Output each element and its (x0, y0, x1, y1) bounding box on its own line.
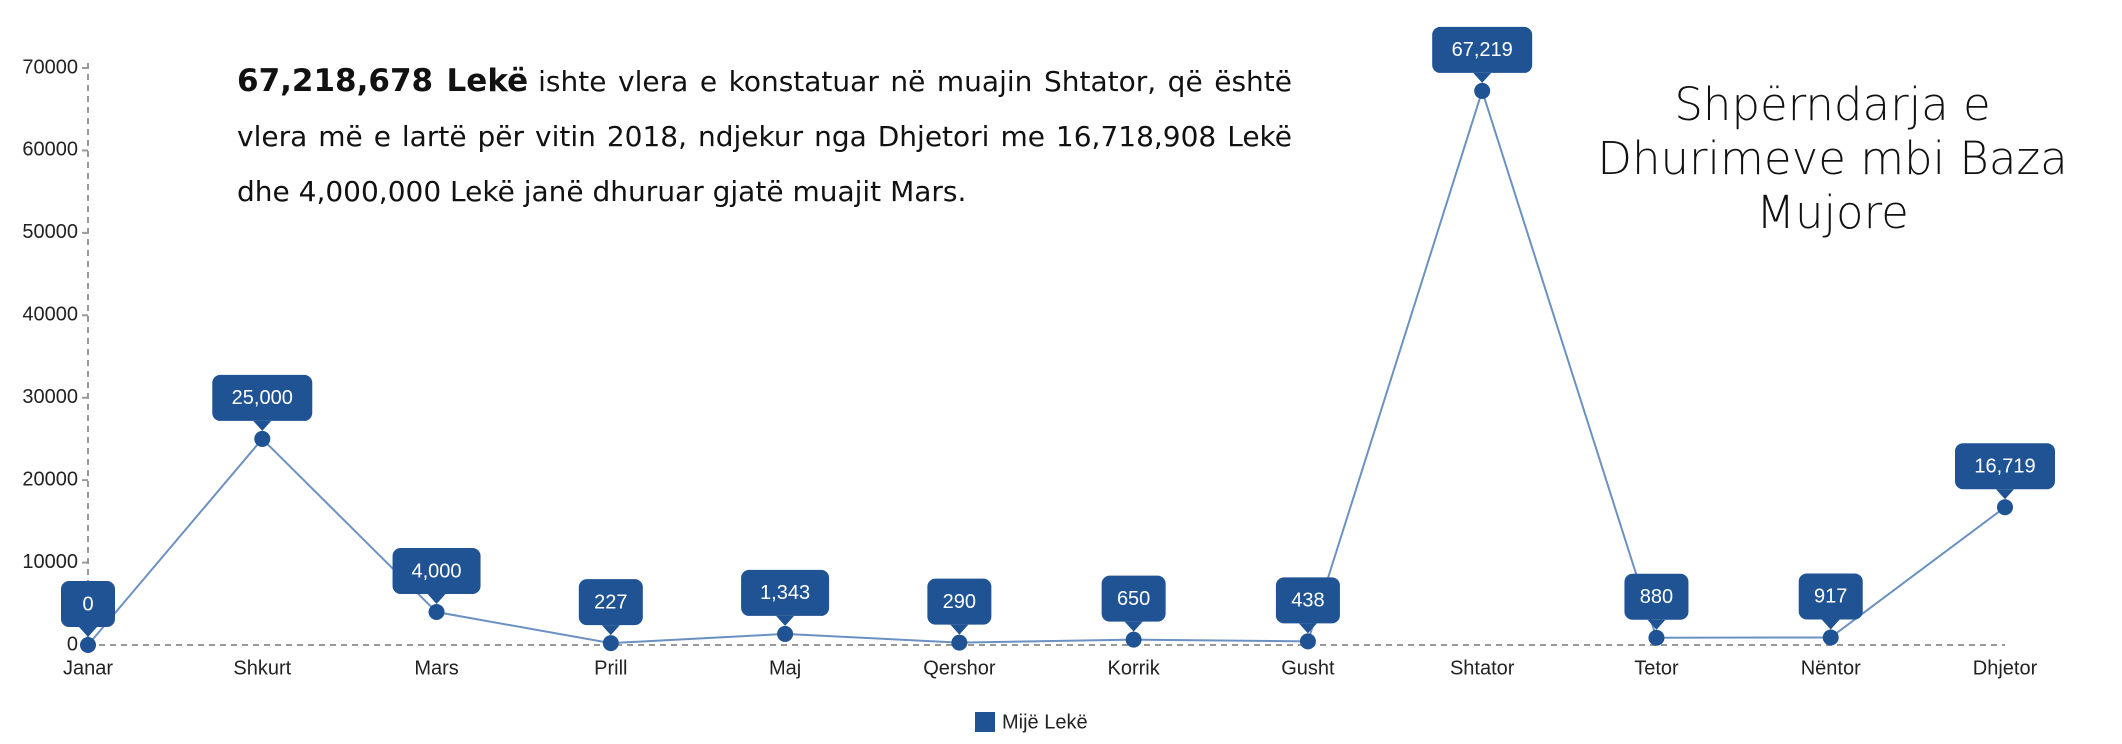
y-tick-label: 0 (67, 633, 78, 655)
annotation-text: ishte vlera e konstatuar në muajin Shtat… (237, 65, 1292, 208)
label-box (212, 374, 313, 421)
label-box (392, 548, 481, 595)
label-box (927, 578, 992, 625)
y-tick-label: 10000 (22, 551, 78, 573)
label-box (1275, 577, 1340, 624)
x-tick-label: Korrik (1108, 657, 1161, 679)
marker (1474, 82, 1491, 99)
data-label: 290 (943, 591, 976, 613)
label-box (578, 579, 643, 626)
x-tick-label: Maj (769, 657, 801, 679)
marker (1125, 631, 1142, 648)
annotation: 67,218,678 Lekë ishte vlera e konstatuar … (237, 54, 1292, 219)
marker (1997, 499, 2013, 516)
y-tick-label: 70000 (22, 56, 78, 78)
y-tick-label: 50000 (22, 221, 78, 243)
data-label: 880 (1640, 586, 1673, 608)
x-tick-label: Gusht (1281, 657, 1335, 679)
data-label: 650 (1117, 588, 1150, 610)
data-label: 917 (1814, 586, 1847, 608)
marker (602, 635, 619, 652)
marker (254, 430, 271, 447)
data-label: 4,000 (412, 560, 462, 582)
label-pointer (79, 627, 97, 637)
label-box (1955, 443, 2055, 490)
data-label: 67,219 (1452, 39, 1513, 61)
x-tick-label: Dhjetor (1973, 657, 2038, 679)
label-pointer (253, 420, 272, 431)
label-pointer (1821, 619, 1840, 630)
y-tick-label: 30000 (22, 386, 78, 408)
label-box (1624, 573, 1689, 620)
label-box (1432, 26, 1533, 73)
x-tick-label: Shkurt (233, 657, 291, 679)
label-pointer (1124, 621, 1143, 632)
x-tick-label: Prill (594, 657, 627, 679)
marker (1299, 633, 1316, 650)
x-tick-label: Janar (63, 657, 113, 679)
x-tick-label: Qershor (923, 657, 996, 679)
marker (1648, 629, 1665, 646)
label-pointer (1473, 72, 1492, 83)
label-pointer (950, 624, 969, 635)
label-pointer (601, 625, 620, 636)
marker (428, 604, 445, 621)
label-box (61, 581, 115, 627)
data-label: 1,343 (760, 582, 810, 604)
marker (777, 625, 794, 642)
x-tick-label: Shtator (1450, 657, 1515, 679)
x-tick-label: Mars (414, 657, 458, 679)
y-tick-label: 20000 (22, 468, 78, 490)
annotation-bold: 67,218,678 Lekë (237, 63, 529, 99)
label-pointer (427, 594, 446, 605)
label-pointer (1647, 619, 1666, 630)
label-pointer (1298, 623, 1317, 634)
label-box (741, 569, 830, 616)
data-label: 438 (1291, 590, 1324, 612)
label-pointer (1996, 489, 2014, 500)
label-pointer (776, 615, 795, 626)
marker (80, 637, 96, 653)
x-tick-label: Nëntor (1801, 657, 1861, 679)
label-box (1101, 575, 1166, 622)
marker (1822, 629, 1839, 646)
data-label: 0 (82, 593, 93, 615)
data-label: 16,719 (1974, 455, 2035, 477)
legend-label: Mijë Lekë (1002, 711, 1088, 733)
y-tick-label: 60000 (22, 139, 78, 161)
data-label: 25,000 (232, 387, 293, 409)
y-tick-label: 40000 (22, 304, 78, 326)
marker (951, 634, 968, 651)
legend-swatch (975, 712, 995, 732)
chart-title: Shpërndarja e Dhurimeve mbi Baza Mujore (1597, 78, 2068, 239)
x-tick-label: Tetor (1634, 657, 1679, 679)
label-box (1798, 573, 1863, 620)
data-label: 227 (594, 591, 627, 613)
